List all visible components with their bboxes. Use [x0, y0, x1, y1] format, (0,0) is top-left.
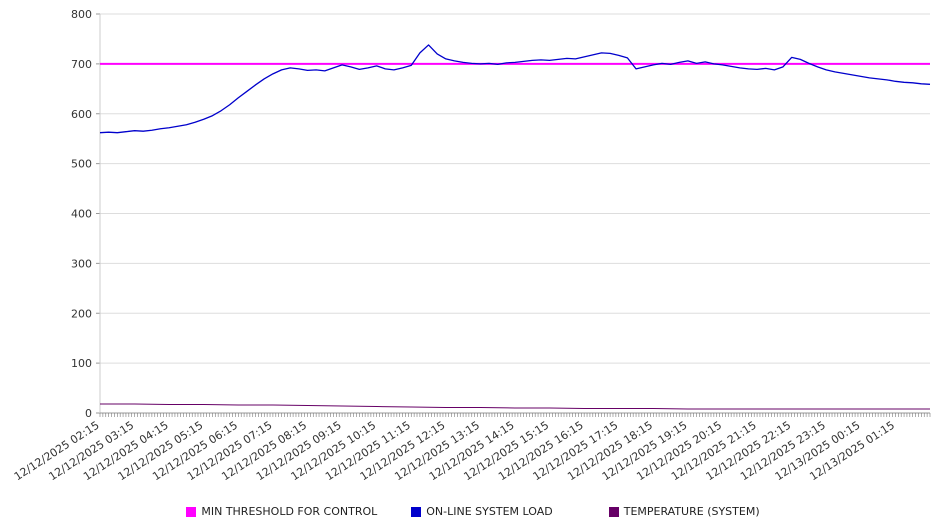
legend-swatch-min-threshold [186, 506, 197, 517]
y-tick-label: 700 [71, 58, 92, 71]
series-line-2 [100, 403, 930, 410]
legend-label-min-threshold: MIN THRESHOLD FOR CONTROL [201, 505, 378, 518]
legend-swatch-system-load [411, 506, 422, 517]
chart-legend: MIN THRESHOLD FOR CONTROL ON-LINE SYSTEM… [0, 505, 946, 518]
y-tick-label: 800 [71, 8, 92, 21]
y-tick-label: 400 [71, 208, 92, 221]
series-line-1 [99, 44, 931, 134]
legend-item-system-load[interactable]: ON-LINE SYSTEM LOAD [411, 505, 553, 518]
legend-item-temperature[interactable]: TEMPERATURE (SYSTEM) [608, 505, 760, 518]
y-tick-label: 200 [71, 307, 92, 320]
y-tick-label: 0 [85, 407, 92, 420]
y-tick-label: 300 [71, 257, 92, 270]
legend-label-temperature: TEMPERATURE (SYSTEM) [623, 505, 760, 518]
y-tick-label: 500 [71, 158, 92, 171]
y-tick-label: 100 [71, 357, 92, 370]
legend-item-min-threshold[interactable]: MIN THRESHOLD FOR CONTROL [186, 505, 377, 518]
legend-label-system-load: ON-LINE SYSTEM LOAD [426, 505, 553, 518]
y-tick-label: 600 [71, 108, 92, 121]
legend-swatch-temperature [608, 506, 619, 517]
